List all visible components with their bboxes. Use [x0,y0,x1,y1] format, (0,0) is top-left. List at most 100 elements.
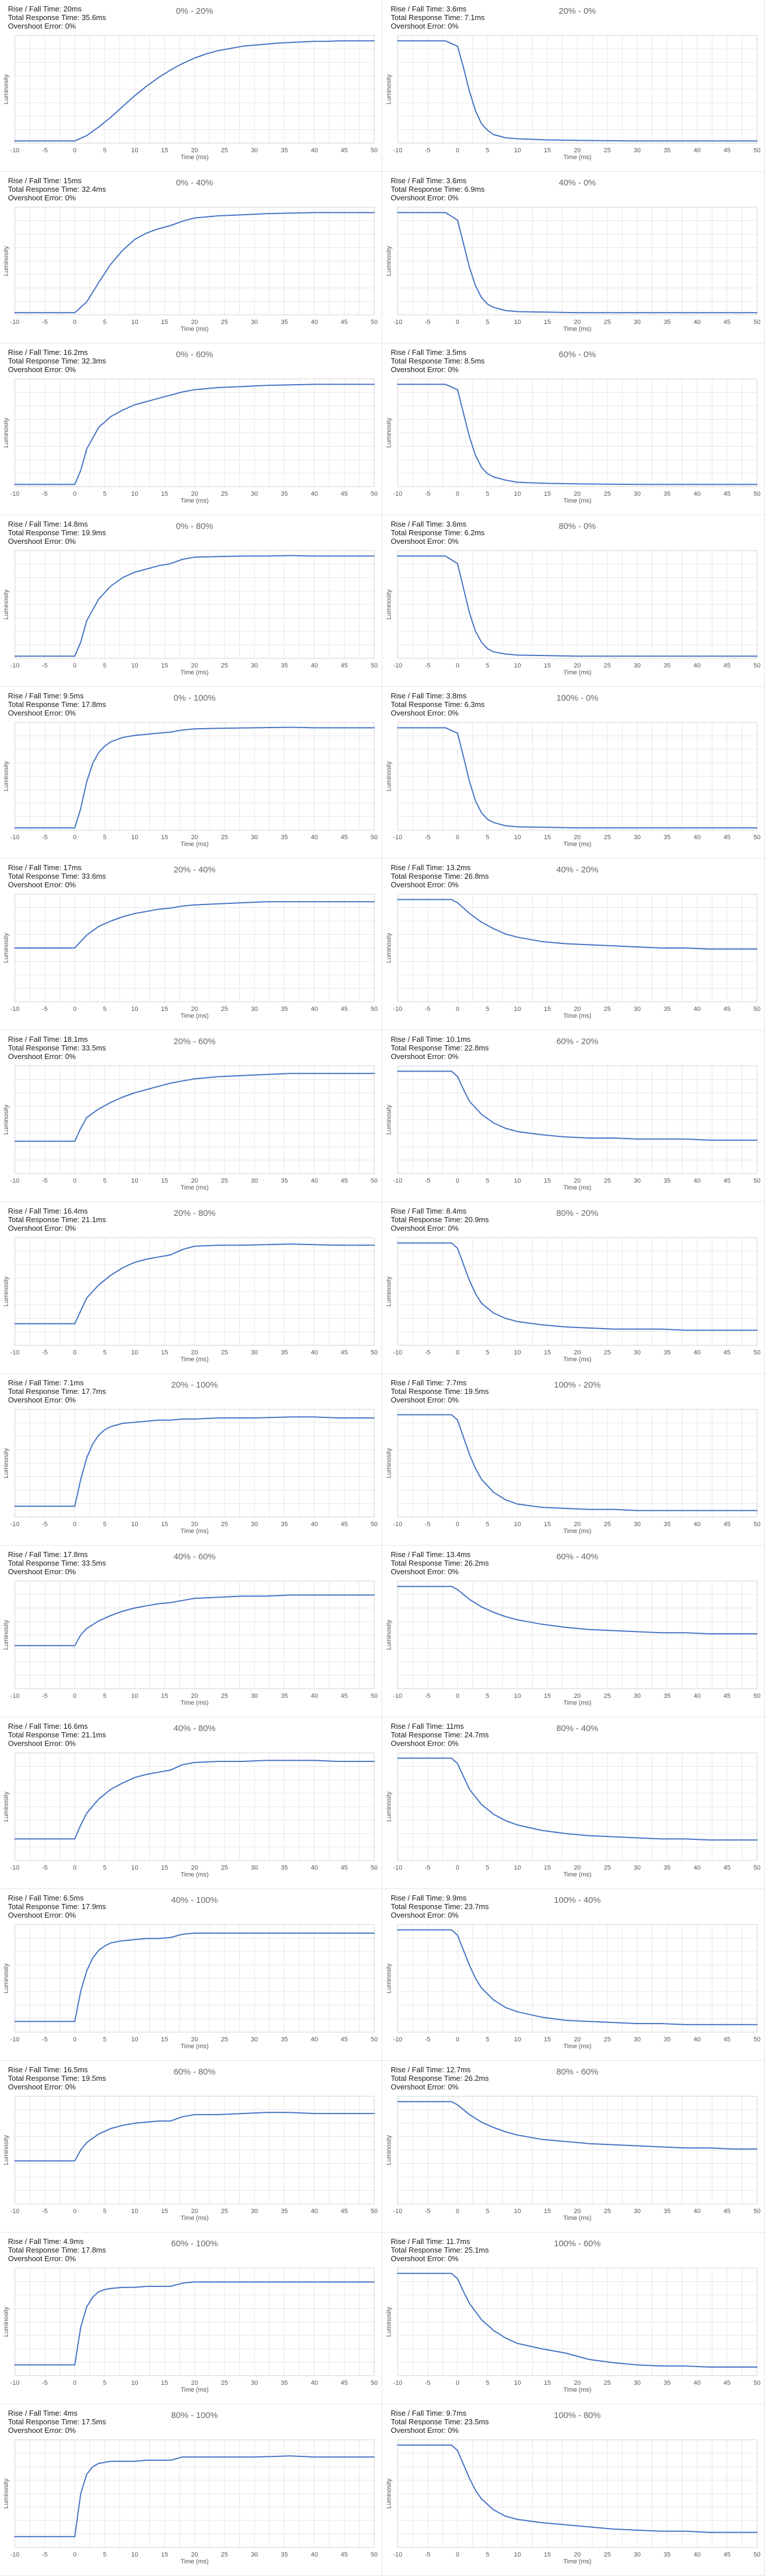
x-tick-label: 20 [191,1864,198,1871]
x-tick-label: 35 [281,1349,288,1356]
info-total: Total Response Time: 6.9ms [391,185,485,193]
info-overshoot: Overshoot Error: 0% [391,1739,459,1748]
y-axis-label: Luminosity [386,1276,393,1306]
x-tick-label: 25 [221,1693,228,1700]
x-tick-label: 10 [514,1693,521,1700]
x-tick-label: 10 [514,662,521,669]
x-tick-label: 35 [281,2208,288,2215]
x-tick-label: 40 [693,1349,700,1356]
x-tick-label: 35 [664,1349,671,1356]
series-line [14,1243,375,1325]
x-tick-label: 25 [221,147,228,154]
info-total: Total Response Time: 17.7ms [8,1387,106,1396]
info-total: Total Response Time: 17.8ms [8,2246,106,2254]
x-tick-label: 50 [754,1349,760,1356]
x-tick-label: 30 [634,491,641,497]
chart-title: 60% - 40% [556,1552,598,1562]
info-overshoot: Overshoot Error: 0% [391,1224,459,1232]
info-total: Total Response Time: 21.1ms [8,1730,106,1739]
x-tick-label: 30 [251,2036,258,2043]
x-tick-label: -10 [10,491,19,497]
x-tick-label: -10 [393,491,402,497]
x-tick-label: -5 [425,319,430,326]
x-tick-label: 45 [724,1521,731,1528]
chart-panel: Rise / Fall Time: 3.6ms Total Response Ti… [383,0,765,172]
x-tick-label: 0 [73,2036,77,2043]
info-total: Total Response Time: 19.9ms [8,528,106,537]
chart-panel: Rise / Fall Time: 4ms Total Response Time… [0,2404,382,2576]
chart-title: 20% - 80% [173,1208,215,1218]
info-rise-fall: Rise / Fall Time: 11.7ms [391,2237,470,2246]
x-tick-label: 25 [221,1178,228,1184]
series-line [397,384,758,485]
x-tick-label: 20 [191,1693,198,1700]
x-tick-label: 35 [281,2380,288,2387]
series-line [14,1760,375,1840]
x-tick-label: 15 [161,319,168,326]
series-line [397,2444,758,2533]
x-tick-label: 30 [251,1349,258,1356]
x-tick-label: 20 [191,2208,198,2215]
chart-title: 80% - 40% [556,1724,598,1733]
chart-panel: Rise / Fall Time: 11ms Total Response Tim… [383,1717,765,1889]
x-tick-label: 50 [754,834,760,841]
x-axis-label: Time (ms) [563,1700,591,1706]
x-tick-label: 5 [486,491,489,497]
x-tick-label: -5 [42,2036,47,2043]
chart-title: 80% - 60% [556,2067,598,2077]
x-tick-label: -10 [10,2208,19,2215]
series-line [397,40,758,142]
info-total: Total Response Time: 7.1ms [391,13,485,22]
series-line [14,1416,375,1507]
info-rise-fall: Rise / Fall Time: 16.5ms [8,2065,88,2074]
y-axis-label: Luminosity [386,2478,393,2508]
x-tick-label: -5 [42,1693,47,1700]
x-tick-label: 45 [341,1178,348,1184]
x-tick-label: 30 [634,662,641,669]
x-tick-label: 45 [341,2380,348,2387]
x-axis-label: Time (ms) [563,2215,591,2222]
y-axis-label: Luminosity [386,1104,393,1135]
x-tick-label: 0 [73,834,77,841]
x-tick-label: 15 [161,1693,168,1700]
chart-panel: Rise / Fall Time: 9.9ms Total Response Ti… [383,1889,765,2061]
x-axis-label: Time (ms) [563,841,591,848]
x-tick-label: 0 [73,2551,77,2558]
x-tick-label: 5 [486,662,489,669]
info-total: Total Response Time: 24.7ms [391,1730,489,1739]
x-tick-label: 15 [161,1006,168,1013]
x-tick-label: 40 [693,2208,700,2215]
x-tick-label: 40 [311,2380,318,2387]
x-tick-label: 35 [664,2036,671,2043]
chart-title: 40% - 100% [171,1895,218,1905]
plot-area [397,722,758,831]
x-tick-label: 20 [574,147,581,154]
x-tick-label: -10 [10,1693,19,1700]
x-axis-label: Time (ms) [563,1871,591,1878]
info-total: Total Response Time: 19.5ms [391,1387,489,1396]
y-axis-label: Luminosity [386,2135,393,2165]
info-rise-fall: Rise / Fall Time: 4ms [8,2409,78,2417]
x-tick-label: 50 [371,2208,378,2215]
x-tick-label: 5 [103,1864,106,1871]
x-tick-label: 20 [191,319,198,326]
x-tick-label: 30 [634,147,641,154]
x-axis-label: Time (ms) [180,2558,208,2565]
series-line [397,1586,758,1635]
info-total: Total Response Time: 8.5ms [391,357,485,365]
info-total: Total Response Time: 21.1ms [8,1215,106,1224]
y-axis-label: Luminosity [386,246,393,276]
x-tick-label: 50 [371,1178,378,1184]
info-total: Total Response Time: 20.9ms [391,1215,489,1224]
info-total: Total Response Time: 26.2ms [391,2074,489,2083]
chart-panel: Rise / Fall Time: 20ms Total Response Tim… [0,0,382,172]
x-tick-label: 40 [693,1521,700,1528]
x-axis-label: Time (ms) [180,1013,208,1020]
x-tick-label: 30 [251,1006,258,1013]
y-axis-label: Luminosity [3,2135,10,2165]
x-tick-label: 50 [371,1693,378,1700]
